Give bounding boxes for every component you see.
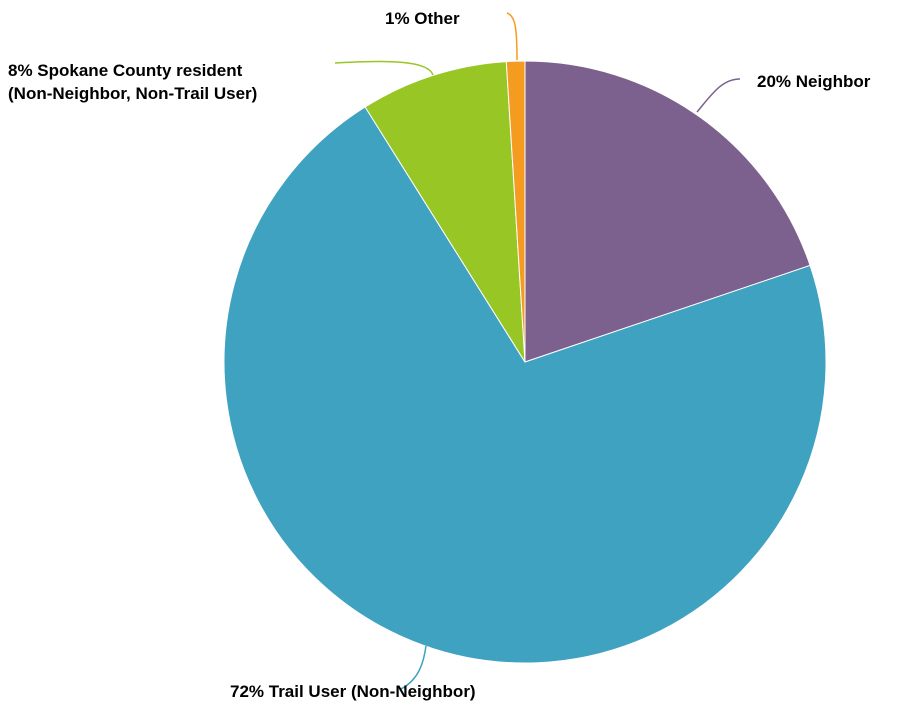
pie-slice-1	[524, 60, 811, 363]
leader-line-2	[400, 645, 427, 690]
pie-slice-3	[364, 61, 526, 363]
pie-slice-4	[505, 60, 526, 363]
leader-line-1	[696, 78, 741, 113]
leader-lines	[334, 12, 741, 690]
pie-slices	[223, 60, 827, 664]
leader-line-4	[506, 12, 518, 61]
slice-labels: 20% Neighbor 72% Trail User (Non-Neighbor…	[8, 9, 871, 701]
pie-slice-2	[223, 106, 827, 664]
slice-label-3-line-2: (Non-Neighbor, Non-Trail User)	[8, 84, 257, 103]
slice-label-3-line-1: 8% Spokane County resident	[8, 61, 243, 80]
slice-label-4: 1% Other	[385, 9, 460, 28]
leader-line-3	[334, 60, 434, 76]
slice-label-1: 20% Neighbor	[757, 72, 871, 91]
slice-label-2: 72% Trail User (Non-Neighbor)	[230, 682, 476, 701]
